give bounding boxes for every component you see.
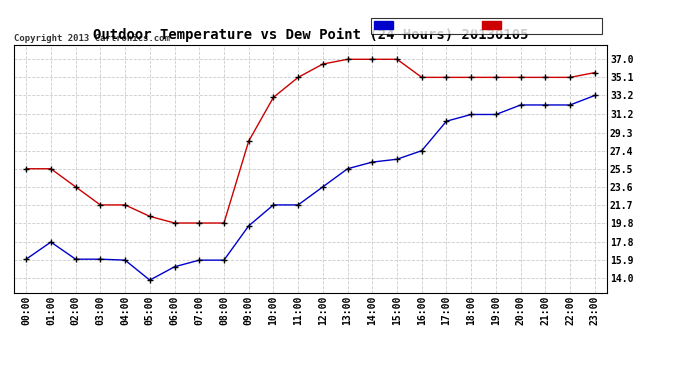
Legend: Dew Point (°F), Temperature (°F): Dew Point (°F), Temperature (°F) [371, 18, 602, 34]
Title: Outdoor Temperature vs Dew Point (24 Hours) 20130105: Outdoor Temperature vs Dew Point (24 Hou… [92, 28, 529, 42]
Text: Copyright 2013 Cartronics.com: Copyright 2013 Cartronics.com [14, 33, 170, 42]
